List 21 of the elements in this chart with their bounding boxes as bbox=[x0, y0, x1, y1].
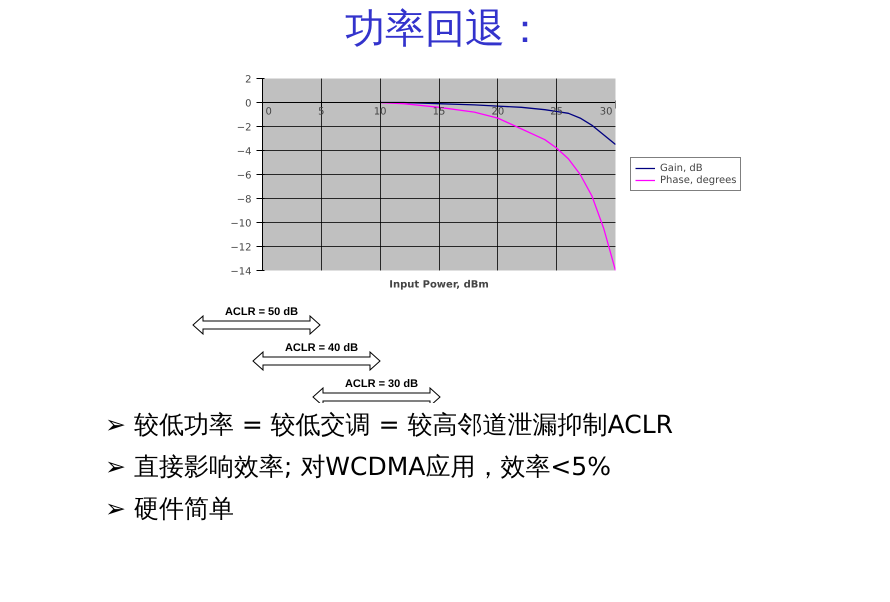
x-axis-title: Input Power, dBm bbox=[389, 280, 489, 290]
y-tick-label: −8 bbox=[236, 194, 252, 206]
text: ACLR = 30 dB bbox=[344, 378, 418, 390]
x-tick-label: 0 bbox=[266, 106, 272, 118]
legend-label: Gain, dB bbox=[660, 162, 703, 174]
y-tick-label: 0 bbox=[245, 98, 252, 110]
x-tick-label: 30 bbox=[600, 106, 613, 118]
y-tick-label: −10 bbox=[230, 218, 252, 230]
y-tick-label: −6 bbox=[236, 170, 252, 182]
y-tick-label: −2 bbox=[236, 122, 252, 134]
text: ACLR = 40 dB bbox=[284, 342, 358, 354]
text: ➢ 直接影响效率; 对WCDMA应用，效率<5% bbox=[105, 451, 612, 483]
text: ➢ 较低功率 = 较低交调 = 较高邻道泄漏抑制ACLR bbox=[105, 409, 673, 441]
y-tick-label: 2 bbox=[245, 74, 252, 86]
text: ➢ 硬件简单 bbox=[105, 493, 235, 525]
y-tick-label: −12 bbox=[230, 242, 252, 254]
y-tick-label: −4 bbox=[236, 146, 252, 158]
chart-title: 功率回退： bbox=[344, 5, 546, 53]
legend-label: Phase, degrees bbox=[660, 174, 736, 186]
text: ACLR = 50 dB bbox=[224, 306, 298, 318]
y-tick-label: −14 bbox=[230, 266, 252, 278]
